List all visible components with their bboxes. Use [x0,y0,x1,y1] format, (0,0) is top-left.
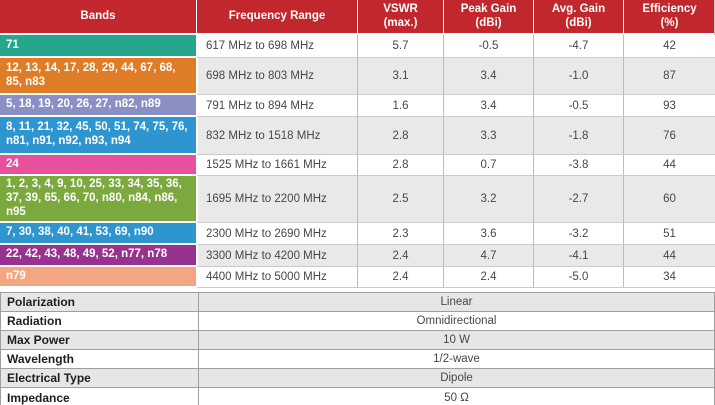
band-list-cell: 12, 13, 14, 17, 28, 29, 44, 67, 68, 85, … [0,58,196,95]
header-peak-gain: Peak Gain (dBi) [443,0,533,33]
efficiency-cell: 44 [623,155,715,176]
band-table-row: 7, 30, 38, 40, 41, 53, 69, n90 2300 MHz t… [0,223,715,246]
avg-gain-cell: -4.7 [533,35,623,58]
frequency-cell: 832 MHz to 1518 MHz [196,117,357,155]
efficiency-cell: 60 [623,176,715,224]
band-list-cell: 1, 2, 3, 4, 9, 10, 25, 33, 34, 35, 36, 3… [0,176,196,224]
spec-value: 50 Ω [198,388,714,405]
vswr-cell: 5.7 [357,35,443,58]
efficiency-cell: 51 [623,223,715,246]
band-table-row: 12, 13, 14, 17, 28, 29, 44, 67, 68, 85, … [0,58,715,95]
avg-gain-cell: -3.8 [533,155,623,176]
frequency-cell: 698 MHz to 803 MHz [196,58,357,95]
efficiency-cell: 44 [623,245,715,268]
avg-gain-cell: -5.0 [533,267,623,289]
band-list-cell: 24 [0,155,196,176]
avg-gain-cell: -4.1 [533,245,623,268]
peak-gain-cell: 3.3 [443,117,533,155]
vswr-cell: 2.4 [357,245,443,268]
peak-gain-cell: 4.7 [443,245,533,268]
vswr-cell: 2.4 [357,267,443,289]
vswr-cell: 3.1 [357,58,443,95]
spec-value: 1/2-wave [198,350,714,369]
band-table-row: 1, 2, 3, 4, 9, 10, 25, 33, 34, 35, 36, 3… [0,176,715,224]
vswr-cell: 2.8 [357,117,443,155]
band-list-cell: 5, 18, 19, 20, 26, 27, n82, n89 [0,95,196,117]
band-table-row: 8, 11, 21, 32, 45, 50, 51, 74, 75, 76, n… [0,117,715,155]
spec-row: Impedance 50 Ω [1,388,714,405]
band-list-cell: 22, 42, 43, 48, 49, 52, n77, n78 [0,245,196,268]
header-avg-gain: Avg. Gain (dBi) [533,0,623,33]
frequency-cell: 1525 MHz to 1661 MHz [196,155,357,176]
vswr-cell: 2.3 [357,223,443,246]
band-table-row: 24 1525 MHz to 1661 MHz 2.8 0.7 -3.8 44 [0,155,715,176]
header-efficiency: Efficiency (%) [623,0,715,33]
frequency-cell: 791 MHz to 894 MHz [196,95,357,117]
header-frequency-range: Frequency Range [196,0,357,33]
band-table-row: 71 617 MHz to 698 MHz 5.7 -0.5 -4.7 42 [0,35,715,58]
frequency-cell: 4400 MHz to 5000 MHz [196,267,357,289]
avg-gain-cell: -1.0 [533,58,623,95]
efficiency-cell: 76 [623,117,715,155]
frequency-cell: 2300 MHz to 2690 MHz [196,223,357,246]
peak-gain-cell: 3.2 [443,176,533,224]
spec-label: Radiation [7,314,62,329]
spec-row: Electrical Type Dipole [1,369,714,389]
peak-gain-cell: 0.7 [443,155,533,176]
band-list-cell: 8, 11, 21, 32, 45, 50, 51, 74, 75, 76, n… [0,117,196,155]
efficiency-cell: 87 [623,58,715,95]
spec-label: Wavelength [7,352,74,367]
band-performance-table: Bands Frequency Range VSWR (max.) Peak G… [0,0,715,289]
spec-row: Polarization Linear [1,293,714,313]
vswr-cell: 2.5 [357,176,443,224]
band-list-cell: 7, 30, 38, 40, 41, 53, 69, n90 [0,223,196,246]
frequency-cell: 1695 MHz to 2200 MHz [196,176,357,224]
efficiency-cell: 42 [623,35,715,58]
spec-label: Max Power [7,333,70,348]
peak-gain-cell: 3.6 [443,223,533,246]
peak-gain-cell: 3.4 [443,58,533,95]
avg-gain-cell: -1.8 [533,117,623,155]
band-table-row: 22, 42, 43, 48, 49, 52, n77, n78 3300 MHz… [0,245,715,268]
spec-value: Dipole [198,369,714,388]
spec-row: Max Power 10 W [1,331,714,351]
spec-row: Radiation Omnidirectional [1,312,714,332]
spec-value: 10 W [198,331,714,350]
avg-gain-cell: -3.2 [533,223,623,246]
peak-gain-cell: -0.5 [443,35,533,58]
peak-gain-cell: 2.4 [443,267,533,289]
header-bands: Bands [80,9,116,22]
efficiency-cell: 34 [623,267,715,289]
spec-row: Wavelength 1/2-wave [1,350,714,370]
header-vswr: VSWR (max.) [357,0,443,33]
band-table-row: n79 4400 MHz to 5000 MHz 2.4 2.4 -5.0 34 [0,267,715,289]
vswr-cell: 1.6 [357,95,443,117]
spec-label: Impedance [7,390,70,405]
spec-label: Polarization [7,295,76,310]
efficiency-cell: 93 [623,95,715,117]
general-spec-table: Polarization Linear Radiation Omnidirection… [0,292,715,405]
avg-gain-cell: -0.5 [533,95,623,117]
table-body: 71 617 MHz to 698 MHz 5.7 -0.5 -4.7 42 12, 13,… [0,35,715,289]
frequency-cell: 617 MHz to 698 MHz [196,35,357,58]
band-table-row: 5, 18, 19, 20, 26, 27, n82, n89 791 MHz t… [0,95,715,117]
band-list-cell: n79 [0,267,196,289]
avg-gain-cell: -2.7 [533,176,623,224]
table-header-row: Bands Frequency Range VSWR (max.) Peak G… [0,0,714,35]
spec-label: Electrical Type [7,371,91,386]
peak-gain-cell: 3.4 [443,95,533,117]
band-list-cell: 71 [0,35,196,58]
frequency-cell: 3300 MHz to 4200 MHz [196,245,357,268]
vswr-cell: 2.8 [357,155,443,176]
spec-value: Linear [198,293,714,312]
spec-value: Omnidirectional [198,312,714,331]
